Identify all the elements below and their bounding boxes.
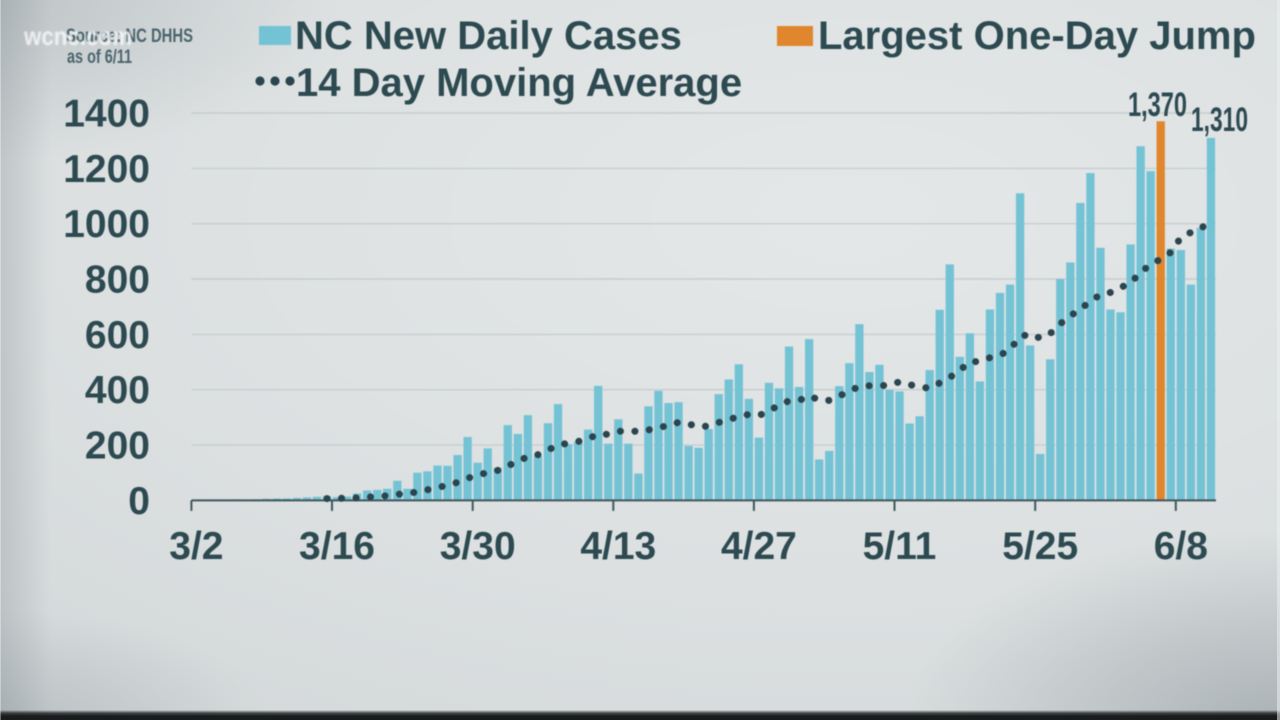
svg-text:Source: NC DHHS: Source: NC DHHS — [66, 26, 193, 47]
svg-text:wcnc.com: wcnc.com — [23, 21, 132, 51]
svg-text:6/8: 6/8 — [1154, 525, 1208, 568]
svg-text:600: 600 — [85, 314, 150, 357]
svg-text:3/2: 3/2 — [169, 525, 223, 568]
svg-text:14 Day Moving Average: 14 Day Moving Average — [296, 61, 742, 105]
svg-text:1200: 1200 — [63, 148, 150, 191]
svg-text:NC New Daily Cases: NC New Daily Cases — [295, 14, 682, 58]
svg-text:4/27: 4/27 — [721, 525, 797, 568]
svg-text:1,370: 1,370 — [1128, 86, 1187, 124]
svg-text:5/11: 5/11 — [863, 525, 937, 568]
svg-text:400: 400 — [85, 369, 150, 412]
svg-text:3/16: 3/16 — [299, 525, 375, 568]
svg-text:200: 200 — [85, 425, 150, 468]
svg-text:1,310: 1,310 — [1191, 101, 1248, 139]
svg-text:0: 0 — [128, 480, 150, 523]
svg-text:5/25: 5/25 — [1002, 525, 1078, 568]
svg-text:1400: 1400 — [63, 93, 150, 136]
svg-text:800: 800 — [85, 259, 150, 302]
svg-text:3/30: 3/30 — [440, 525, 516, 568]
svg-text:as of 6/11: as of 6/11 — [67, 47, 132, 68]
svg-text:Largest One-Day Jump: Largest One-Day Jump — [818, 14, 1256, 58]
svg-text:4/13: 4/13 — [580, 525, 656, 568]
svg-text:1000: 1000 — [63, 203, 150, 246]
